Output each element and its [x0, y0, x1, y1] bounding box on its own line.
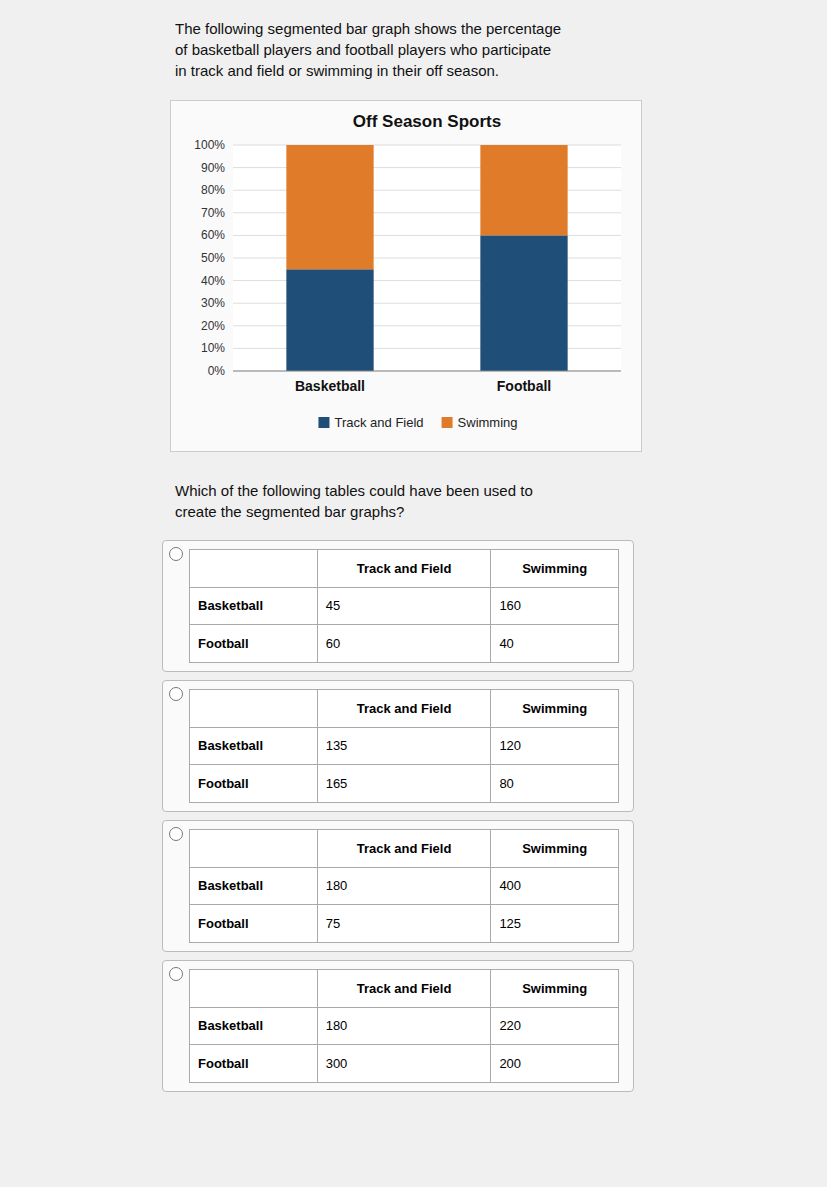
legend-item: Track and Field	[318, 415, 423, 430]
y-tick-label: 100%	[194, 138, 225, 152]
option[interactable]: Track and FieldSwimmingBasketball135120F…	[162, 680, 634, 812]
table-row: Basketball180220	[190, 1007, 619, 1045]
table-row: Football6040	[190, 625, 619, 663]
header-row: Track and FieldSwimming	[190, 690, 619, 728]
option-table: Track and FieldSwimmingBasketball135120F…	[189, 689, 619, 803]
legend-swatch	[318, 417, 329, 428]
option[interactable]: Track and FieldSwimmingBasketball180400F…	[162, 820, 634, 952]
header-row: Track and FieldSwimming	[190, 550, 619, 588]
text-line: in track and field or swimming in their …	[175, 60, 645, 81]
x-tick-label: Football	[497, 378, 551, 394]
header-cell: Swimming	[491, 550, 619, 588]
table-cell: 80	[491, 765, 619, 803]
table-cell: 45	[317, 587, 491, 625]
table-row: Football75125	[190, 905, 619, 943]
text-line: of basketball players and football playe…	[175, 39, 645, 60]
chart: Off Season Sports 0% 10% 20% 30% 40% 50% 60% 70%…	[171, 101, 641, 451]
legend-label: Swimming	[458, 415, 518, 430]
y-tick-label: 70%	[201, 206, 225, 220]
table-cell: 165	[317, 765, 491, 803]
header-cell: Swimming	[491, 690, 619, 728]
header-cell	[190, 690, 318, 728]
y-tick-label: 0%	[208, 364, 226, 378]
table-row: Football16580	[190, 765, 619, 803]
table-cell: 220	[491, 1007, 619, 1045]
table-cell: Football	[190, 625, 318, 663]
table-cell: 400	[491, 867, 619, 905]
table-cell: 300	[317, 1045, 491, 1083]
header-cell: Track and Field	[317, 830, 491, 868]
table-row: Basketball45160	[190, 587, 619, 625]
header-cell: Track and Field	[317, 550, 491, 588]
header-cell: Track and Field	[317, 970, 491, 1008]
table-cell: 120	[491, 727, 619, 765]
text-block: The following segmented bar graph shows …	[175, 18, 645, 81]
radio[interactable]	[169, 967, 183, 981]
table-cell: Basketball	[190, 867, 318, 905]
table-cell: Basketball	[190, 727, 318, 765]
table-row: Basketball180400	[190, 867, 619, 905]
table-cell: 200	[491, 1045, 619, 1083]
bar-segment	[480, 145, 567, 235]
table-cell: Football	[190, 765, 318, 803]
y-tick-label: 10%	[201, 341, 225, 355]
y-tick-label: 20%	[201, 319, 225, 333]
table-cell: 60	[317, 625, 491, 663]
radio[interactable]	[169, 687, 183, 701]
radio[interactable]	[169, 547, 183, 561]
option-table: Track and FieldSwimmingBasketball180220F…	[189, 969, 619, 1083]
plot-area	[233, 145, 621, 371]
table-cell: 40	[491, 625, 619, 663]
table-row: Football300200	[190, 1045, 619, 1083]
grid-line	[233, 371, 621, 372]
header-cell	[190, 970, 318, 1008]
bar-segment	[286, 269, 373, 371]
table-cell: 135	[317, 727, 491, 765]
table-row: Basketball135120	[190, 727, 619, 765]
header-cell: Swimming	[491, 830, 619, 868]
y-tick-label: 30%	[201, 296, 225, 310]
header-row: Track and FieldSwimming	[190, 830, 619, 868]
legend-item: Swimming	[442, 415, 518, 430]
radio[interactable]	[169, 827, 183, 841]
bars	[286, 145, 567, 371]
header-cell	[190, 830, 318, 868]
text-line: create the segmented bar graphs?	[175, 501, 645, 522]
table-cell: 125	[491, 905, 619, 943]
legend: Track and Field Swimming	[318, 415, 517, 430]
x-axis-line	[233, 371, 621, 372]
option-table: Track and FieldSwimmingBasketball45160Fo…	[189, 549, 619, 663]
y-tick-label: 50%	[201, 251, 225, 265]
chart-box: Off Season Sports 0% 10% 20% 30% 40% 50% 60% 70%…	[170, 100, 642, 452]
text-line: The following segmented bar graph shows …	[175, 18, 645, 39]
table-cell: 160	[491, 587, 619, 625]
table-cell: 180	[317, 867, 491, 905]
bar-segment	[480, 235, 567, 371]
header-cell	[190, 550, 318, 588]
y-tick-label: 80%	[201, 183, 225, 197]
legend-swatch	[442, 417, 453, 428]
table-cell: 180	[317, 1007, 491, 1045]
table-cell: Basketball	[190, 587, 318, 625]
table-cell: 75	[317, 905, 491, 943]
bar-segment	[286, 145, 373, 269]
chart-title: Off Season Sports	[353, 112, 501, 131]
legend-label: Track and Field	[334, 415, 423, 430]
option-table: Track and FieldSwimmingBasketball180400F…	[189, 829, 619, 943]
x-tick-label: Basketball	[295, 378, 365, 394]
y-tick-label: 90%	[201, 161, 225, 175]
header-cell: Swimming	[491, 970, 619, 1008]
option[interactable]: Track and FieldSwimmingBasketball45160Fo…	[162, 540, 634, 672]
table-cell: Basketball	[190, 1007, 318, 1045]
text-line: Which of the following tables could have…	[175, 480, 645, 501]
option[interactable]: Track and FieldSwimmingBasketball180220F…	[162, 960, 634, 1092]
y-tick-label: 60%	[201, 228, 225, 242]
text-block: Which of the following tables could have…	[175, 480, 645, 522]
table-cell: Football	[190, 1045, 318, 1083]
table-cell: Football	[190, 905, 318, 943]
y-tick-label: 40%	[201, 274, 225, 288]
header-cell: Track and Field	[317, 690, 491, 728]
header-row: Track and FieldSwimming	[190, 970, 619, 1008]
